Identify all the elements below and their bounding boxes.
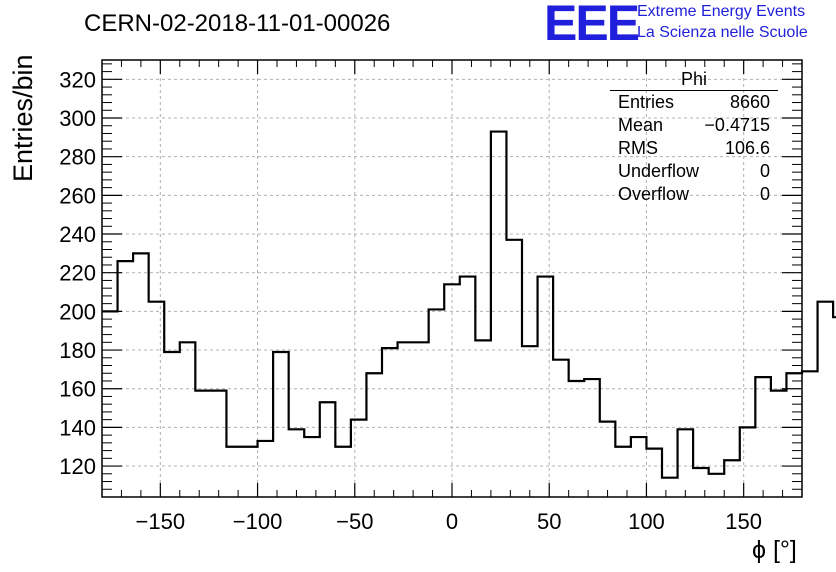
tick-labels: −150 −100 −50 0 50 100 150 120 140 160 180 200 220 24…: [59, 67, 762, 534]
run-title: CERN-02-2018-11-01-00026: [84, 10, 391, 37]
x-tick-label: 0: [446, 509, 458, 534]
y-tick-label: 280: [59, 145, 96, 170]
stats-value: 8660: [729, 92, 770, 112]
stats-label: Mean: [618, 115, 664, 135]
x-tick-label: 100: [628, 509, 665, 534]
stats-box: Phi Entries 8660 Mean −0.4715 RMS 106.6 …: [610, 68, 778, 206]
axis-ticks: [101, 60, 803, 497]
stats-value: −0.4715: [704, 115, 770, 135]
stats-label: RMS: [618, 138, 658, 158]
logo-caption-line1: Extreme Energy Events: [637, 3, 806, 20]
histogram-outline: [102, 130, 836, 479]
stats-row: Mean −0.4715: [612, 114, 778, 137]
y-tick-label: 140: [59, 415, 96, 440]
logo-caption-line2: La Scienza nelle Scuole: [637, 24, 808, 41]
stats-row: Underflow 0: [612, 160, 778, 183]
eee-logo: EEE: [544, 0, 640, 51]
stats-value: 0: [759, 184, 770, 204]
stats-title: Phi: [610, 68, 778, 91]
x-tick-label: −100: [233, 509, 283, 534]
x-tick-label: 150: [725, 509, 762, 534]
y-tick-label: 300: [59, 106, 96, 131]
y-tick-label: 260: [59, 183, 96, 208]
x-tick-label: −50: [336, 509, 373, 534]
stats-value: 106.6: [724, 138, 770, 158]
x-tick-label: −150: [136, 509, 186, 534]
y-tick-label: 320: [59, 67, 96, 92]
stats-label: Entries: [618, 92, 675, 112]
x-axis-label: ϕ [°]: [752, 536, 797, 564]
stats-row: Entries 8660: [612, 91, 778, 114]
y-axis-label: Entries/bin: [8, 54, 38, 182]
x-tick-label: 50: [537, 509, 561, 534]
grid: [102, 60, 802, 497]
y-tick-label: 180: [59, 338, 96, 363]
y-tick-label: 220: [59, 261, 96, 286]
stats-label: Underflow: [618, 161, 700, 181]
y-tick-label: 200: [59, 299, 96, 324]
y-tick-label: 240: [59, 222, 96, 247]
stats-label: Overflow: [618, 184, 690, 204]
stats-row: Overflow 0: [612, 183, 778, 206]
stats-value: 0: [759, 161, 770, 181]
y-tick-label: 120: [59, 454, 96, 479]
y-tick-label: 160: [59, 377, 96, 402]
stats-row: RMS 106.6: [612, 137, 778, 160]
